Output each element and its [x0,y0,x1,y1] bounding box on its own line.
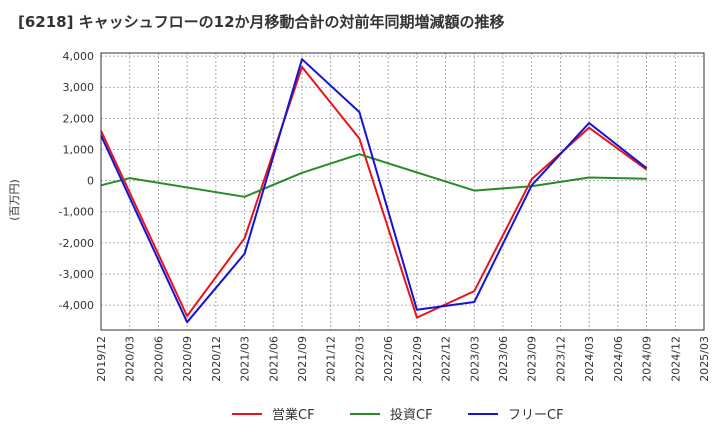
y-tick-label: -3,000 [59,268,94,281]
y-tick-label: -4,000 [59,299,94,312]
y-tick-label: 3,000 [63,81,95,94]
x-tick-label: 2023/09 [526,336,539,382]
y-tick-label: 4,000 [63,50,95,63]
legend-label: フリーCF [508,408,564,423]
series-line-投資CF [100,153,647,198]
x-tick-labels: 2019/12 2020/03 2020/06 2020/09 2020/12 2021/… [95,336,711,382]
x-tick-label: 2023/03 [468,336,481,382]
chart-title: [6218] キャッシュフローの12か月移動合計の対前年同期増減額の推移 [18,13,505,31]
x-tick-label: 2020/03 [124,336,137,382]
x-tick-label: 2024/12 [669,336,682,382]
x-tick-label: 2023/12 [554,336,567,382]
grid-layer [100,53,705,330]
y-tick-label: 1,000 [63,143,95,156]
x-tick-label: 2020/12 [210,336,223,382]
x-tick-label: 2024/09 [641,336,654,382]
x-tick-label: 2019/12 [95,336,108,382]
x-tick-label: 2020/09 [181,336,194,382]
x-tick-label: 2021/12 [325,336,338,382]
x-tick-label: 2022/09 [411,336,424,382]
y-tick-labels: 4,000 3,000 2,000 1,000 0 -1,000 -2,000 -3,000 -… [59,50,94,312]
plot-frame [100,52,705,331]
plot-background [101,53,704,330]
x-tick-label: 2022/12 [440,336,453,382]
x-tick-label: 2021/03 [239,336,252,382]
series-line-フリーCF [100,58,648,324]
x-tick-label: 2020/06 [152,336,165,382]
x-tick-label: 2024/03 [583,336,596,382]
x-tick-label: 2025/03 [698,336,711,382]
legend-label: 投資CF [390,407,433,423]
x-tick-label: 2023/06 [497,336,510,382]
x-tick-label: 2022/06 [382,336,395,382]
x-tick-label: 2024/06 [612,336,625,382]
y-axis-label: (百万円) [8,179,21,221]
series-layer [100,58,648,324]
legend-label: 営業CF [272,407,315,423]
x-tick-label: 2021/06 [267,336,280,382]
y-tick-label: 0 [87,175,94,188]
legend: 営業CF 投資CF フリーCF [232,407,564,423]
x-tick-label: 2021/09 [296,336,309,382]
y-tick-label: -1,000 [59,206,94,219]
y-tick-label: 2,000 [63,112,95,125]
x-tick-label: 2022/03 [353,336,366,382]
y-tick-label: -2,000 [59,237,94,250]
